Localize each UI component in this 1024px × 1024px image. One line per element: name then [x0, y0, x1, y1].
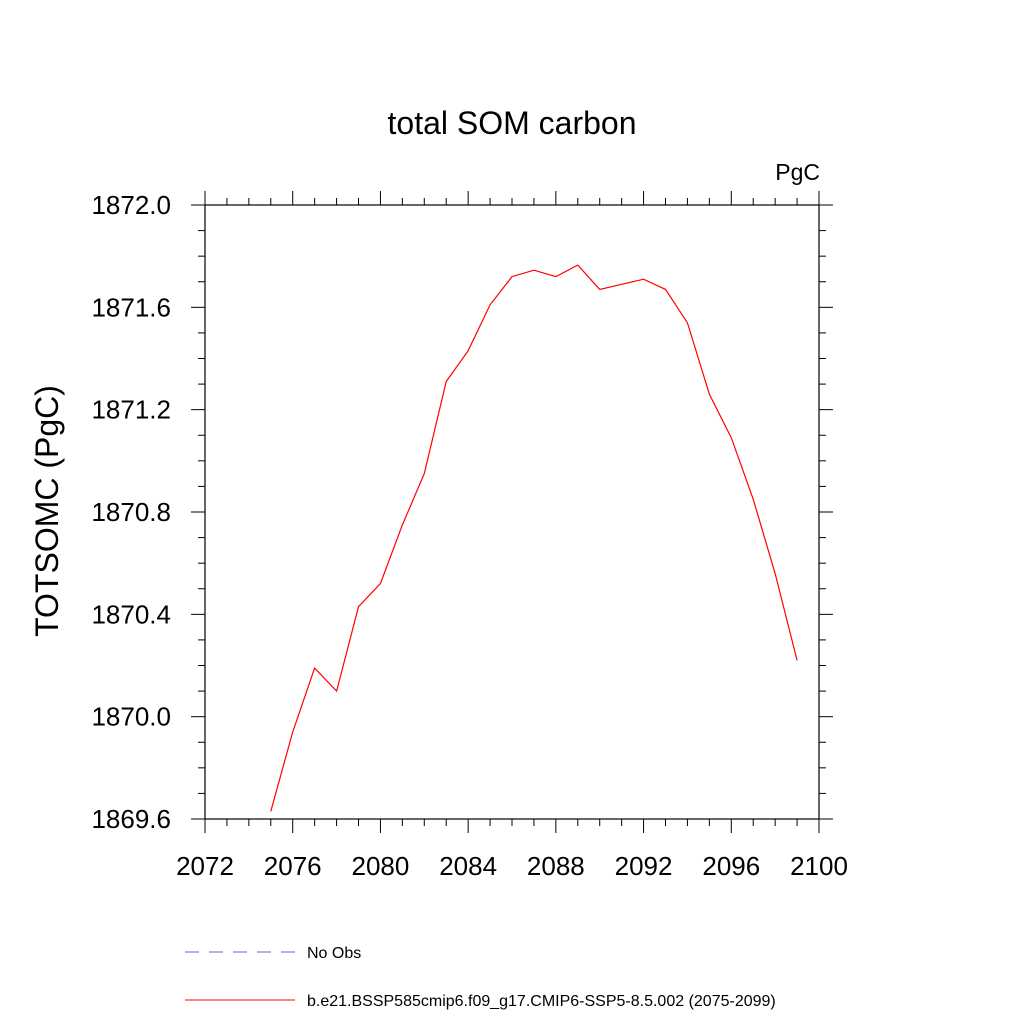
- x-tick-label: 2092: [615, 851, 673, 881]
- y-axis-label: TOTSOMC (PgC): [29, 385, 65, 637]
- y-tick-label: 1870.8: [91, 497, 171, 527]
- legend: No Obs b.e21.BSSP585cmip6.f09_g17.CMIP6-S…: [185, 945, 776, 1010]
- x-tick-label: 2084: [439, 851, 497, 881]
- legend-label: No Obs: [307, 945, 361, 962]
- tick-labels: 2072 2076 2080 2084 2088 2092 2096 2100 1869.6 18…: [91, 190, 847, 881]
- axis-ticks: [191, 191, 833, 833]
- x-tick-label: 2096: [702, 851, 760, 881]
- y-tick-label: 1872.0: [91, 190, 171, 220]
- y-tick-label: 1869.6: [91, 804, 171, 834]
- series-layer: [270, 264, 798, 812]
- plot-frame: [204, 204, 820, 820]
- y-tick-label: 1871.2: [91, 395, 171, 425]
- x-tick-label: 2100: [790, 851, 848, 881]
- y-tick-label: 1871.6: [91, 292, 171, 322]
- chart-title: total SOM carbon: [388, 105, 637, 141]
- legend-label: b.e21.BSSP585cmip6.f09_g17.CMIP6-SSP5-8.…: [307, 993, 776, 1010]
- y-tick-label: 1870.4: [91, 599, 171, 629]
- x-tick-label: 2080: [352, 851, 410, 881]
- units-label: PgC: [775, 159, 820, 185]
- y-tick-label: 1870.0: [91, 702, 171, 732]
- x-tick-label: 2088: [527, 851, 585, 881]
- series-line: [270, 264, 798, 812]
- x-tick-label: 2072: [176, 851, 234, 881]
- x-tick-label: 2076: [264, 851, 322, 881]
